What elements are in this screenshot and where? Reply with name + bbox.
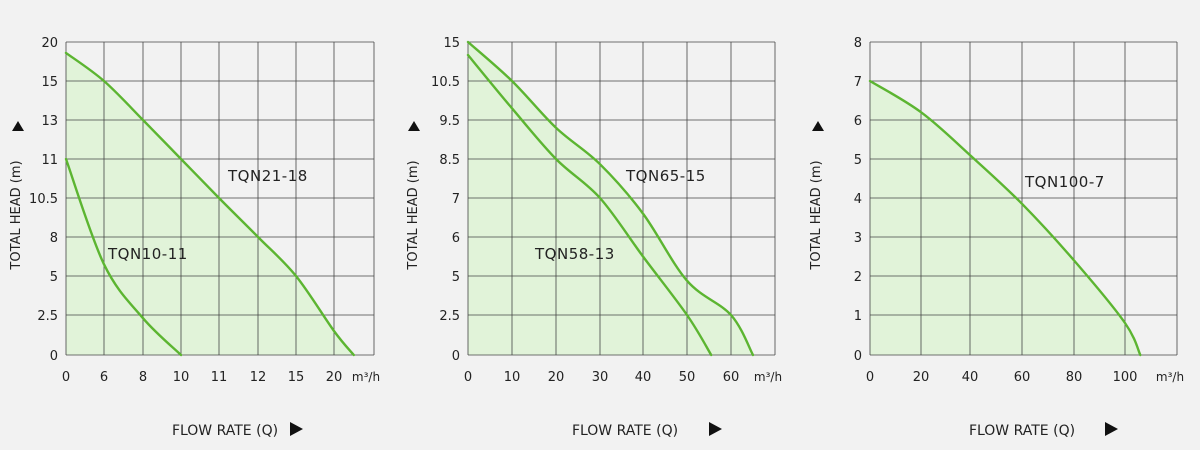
series-label: TQN65-15 <box>625 167 706 185</box>
y-tick-label: 20 <box>41 36 58 51</box>
y-tick-label: 2 <box>854 270 862 285</box>
x-tick-label: 0 <box>62 370 70 385</box>
y-tick-label: 1 <box>854 309 862 324</box>
y-tick-label: 2.5 <box>37 309 58 324</box>
series-line-2 <box>64 157 183 357</box>
series-label: TQN21-18 <box>227 167 308 185</box>
series-fill-1 <box>66 52 354 356</box>
series-label: TQN100-7 <box>1024 173 1105 191</box>
x-unit-label: m³/h <box>754 370 782 384</box>
y-tick-label: 4 <box>854 192 862 207</box>
y-tick-label: 8 <box>50 231 58 246</box>
x-tick-label: 80 <box>1066 370 1083 385</box>
series-fill-2 <box>66 159 181 355</box>
y-tick-label: 0 <box>50 349 58 364</box>
x-tick-label: 20 <box>913 370 930 385</box>
series-line-1 <box>868 79 1142 357</box>
y-tick-label: 0 <box>854 349 862 364</box>
x-axis-label: FLOW RATE (Q) <box>572 423 678 439</box>
chart-1: TQN21-18 TQN10-11 0 6 8 10 11 12 15 20 m³/h 0 2.5 5 8 1… <box>9 36 380 439</box>
x-tick-label: 20 <box>548 370 565 385</box>
y-tick-label: 8.5 <box>439 153 460 168</box>
series-label: TQN10-11 <box>107 245 188 263</box>
x-axis-arrow-icon <box>1105 422 1118 436</box>
y-tick-label: 6 <box>854 114 862 129</box>
x-unit-label: m³/h <box>352 370 380 384</box>
x-tick-label: 10 <box>504 370 521 385</box>
x-tick-label: 12 <box>250 370 267 385</box>
y-tick-label: 5 <box>854 153 862 168</box>
y-tick-label: 2.5 <box>439 309 460 324</box>
y-tick-label: 0 <box>452 349 460 364</box>
y-axis-arrow-icon <box>812 121 824 131</box>
y-tick-label: 7 <box>854 75 862 90</box>
series-line-1 <box>466 40 755 357</box>
x-tick-label: 15 <box>288 370 305 385</box>
x-axis-label: FLOW RATE (Q) <box>969 423 1075 439</box>
y-tick-label: 6 <box>452 231 460 246</box>
y-tick-label: 9.5 <box>439 114 460 129</box>
y-axis-label: TOTAL HEAD (m) <box>406 160 421 270</box>
y-tick-label: 10.5 <box>431 75 460 90</box>
y-tick-label: 15 <box>41 75 58 90</box>
x-axis-arrow-icon <box>290 422 303 436</box>
x-tick-label: 20 <box>326 370 343 385</box>
x-tick-label: 0 <box>464 370 472 385</box>
y-axis-label: TOTAL HEAD (m) <box>809 160 824 270</box>
x-tick-label: 60 <box>1014 370 1031 385</box>
y-tick-label: 15 <box>443 36 460 51</box>
x-tick-label: 100 <box>1113 370 1138 385</box>
x-tick-label: 8 <box>139 370 147 385</box>
y-tick-label: 13 <box>41 114 58 129</box>
x-unit-label: m³/h <box>1156 370 1184 384</box>
series-line-2 <box>466 53 713 357</box>
x-tick-label: 40 <box>962 370 979 385</box>
y-tick-label: 8 <box>854 36 862 51</box>
y-tick-label: 10.5 <box>29 192 58 207</box>
y-axis-arrow-icon <box>408 121 420 131</box>
y-tick-label: 5 <box>452 270 460 285</box>
x-axis-arrow-icon <box>709 422 722 436</box>
x-tick-label: 50 <box>679 370 696 385</box>
y-axis-arrow-icon <box>12 121 24 131</box>
series-fill-1 <box>870 81 1141 355</box>
chart-3: TQN100-7 0 20 40 60 80 100 m³/h 0 1 2 3 4 5 6 7 8 TOTAL H… <box>809 36 1184 439</box>
x-axis-label: FLOW RATE (Q) <box>172 423 278 439</box>
x-tick-label: 6 <box>100 370 108 385</box>
y-tick-label: 5 <box>50 270 58 285</box>
x-tick-label: 30 <box>592 370 609 385</box>
y-tick-label: 3 <box>854 231 862 246</box>
x-tick-label: 10 <box>173 370 190 385</box>
series-line-1 <box>64 51 355 357</box>
series-label: TQN58-13 <box>534 245 615 263</box>
x-tick-label: 60 <box>723 370 740 385</box>
y-tick-label: 11 <box>41 153 58 168</box>
x-tick-label: 11 <box>211 370 228 385</box>
y-axis-label: TOTAL HEAD (m) <box>9 160 24 270</box>
chart-2: TQN65-15 TQN58-13 0 10 20 30 40 50 60 m³/h 0 2.5 5 6 7… <box>406 36 782 439</box>
y-tick-label: 7 <box>452 192 460 207</box>
x-tick-label: 40 <box>635 370 652 385</box>
x-tick-label: 0 <box>866 370 874 385</box>
